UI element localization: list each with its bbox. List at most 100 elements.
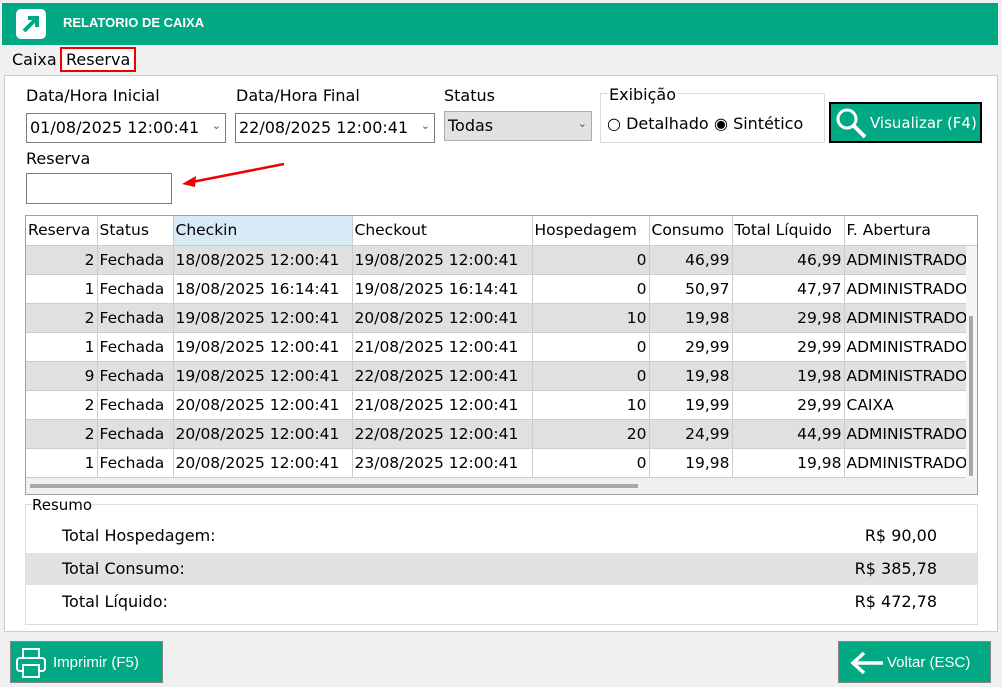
table-row[interactable]: 2 Fechada 19/08/2025 12:00:41 20/08/2025 12… bbox=[26, 303, 977, 333]
table-cell: 24,99 bbox=[649, 419, 733, 449]
table-row[interactable]: 1 Fechada 18/08/2025 16:14:41 19/08/2025 16… bbox=[26, 274, 977, 304]
table-cell: Fechada bbox=[97, 274, 174, 304]
end-date-value: 22/08/2025 12:00:41 bbox=[239, 118, 409, 137]
table-cell: Fechada bbox=[97, 303, 174, 333]
table-cell: ADMINISTRADOR bbox=[844, 332, 977, 362]
table-row[interactable]: 2 Fechada 20/08/2025 12:00:41 22/08/2025 12… bbox=[26, 419, 977, 449]
table-cell: 0 bbox=[532, 332, 650, 362]
table-row[interactable]: 1 Fechada 20/08/2025 12:00:41 23/08/2025 12… bbox=[26, 448, 977, 478]
table-cell: 9 bbox=[26, 361, 98, 391]
resumo-title: Resumo bbox=[32, 496, 93, 514]
column-header[interactable]: Checkin bbox=[173, 216, 353, 246]
horizontal-scrollbar[interactable] bbox=[26, 478, 977, 494]
end-date-label: Data/Hora Final bbox=[236, 86, 360, 105]
printer-icon bbox=[16, 648, 46, 678]
tab-reserva[interactable]: Reserva bbox=[60, 47, 137, 72]
radio-detalhado[interactable]: ○ Detalhado bbox=[607, 114, 709, 133]
column-header[interactable]: Total Líquido bbox=[732, 216, 845, 246]
table-cell: 18/08/2025 12:00:41 bbox=[173, 245, 353, 275]
end-date-picker[interactable]: 22/08/2025 12:00:41 ⌄ bbox=[235, 113, 435, 143]
table-row[interactable]: 1 Fechada 19/08/2025 12:00:41 21/08/2025 12… bbox=[26, 332, 977, 362]
arrow-left-icon bbox=[850, 651, 883, 675]
tab-strip: Caixa Reserva bbox=[2, 45, 998, 75]
table-cell: 18/08/2025 16:14:41 bbox=[173, 274, 353, 304]
table-cell: 20/08/2025 12:00:41 bbox=[173, 448, 353, 478]
table-cell: 2 bbox=[26, 419, 98, 449]
start-date-value: 01/08/2025 12:00:41 bbox=[30, 118, 200, 137]
tab-caixa[interactable]: Caixa bbox=[12, 50, 57, 69]
imprimir-label: Imprimir (F5) bbox=[53, 654, 139, 671]
app-logo-icon bbox=[16, 9, 46, 39]
status-select[interactable]: Todas ⌄ bbox=[444, 111, 592, 141]
imprimir-button[interactable]: Imprimir (F5) bbox=[10, 641, 163, 683]
table-row[interactable]: 9 Fechada 19/08/2025 12:00:41 22/08/2025 12… bbox=[26, 361, 977, 391]
table-cell: Fechada bbox=[97, 361, 174, 391]
table-cell: Fechada bbox=[97, 448, 174, 478]
table-row[interactable]: 2 Fechada 18/08/2025 12:00:41 19/08/2025 12… bbox=[26, 245, 977, 275]
table-cell: 19,98 bbox=[649, 361, 733, 391]
table-cell: 50,97 bbox=[649, 274, 733, 304]
visualizar-button[interactable]: Visualizar (F4) bbox=[829, 102, 982, 143]
start-date-picker[interactable]: 01/08/2025 12:00:41 ⌄ bbox=[26, 113, 226, 143]
radio-sintetico[interactable]: ◉ Sintético bbox=[714, 114, 803, 133]
table-cell: 20 bbox=[532, 419, 650, 449]
red-arrow-annotation bbox=[182, 162, 285, 187]
summary-row: Total Consumo: R$ 385,78 bbox=[26, 553, 977, 585]
table-cell: ADMINISTRADOR bbox=[844, 303, 977, 333]
search-icon bbox=[836, 108, 867, 139]
table-cell: 29,99 bbox=[732, 390, 845, 420]
summary-value: R$ 90,00 bbox=[864, 526, 937, 545]
chevron-down-icon: ⌄ bbox=[420, 119, 430, 132]
table-cell: 1 bbox=[26, 448, 98, 478]
table-cell: Fechada bbox=[97, 419, 174, 449]
exibicao-group bbox=[600, 93, 825, 143]
summary-row: Total Líquido: R$ 472,78 bbox=[26, 586, 977, 618]
vertical-scrollbar[interactable] bbox=[966, 246, 977, 478]
column-header[interactable]: Reserva bbox=[26, 216, 98, 246]
column-header[interactable]: F. Abertura bbox=[844, 216, 977, 246]
table-cell: 19/08/2025 12:00:41 bbox=[352, 245, 533, 275]
scrollbar-thumb[interactable] bbox=[30, 484, 638, 488]
table-cell: 44,99 bbox=[732, 419, 845, 449]
reserva-label: Reserva bbox=[26, 149, 91, 168]
table-cell: ADMINISTRADOR bbox=[844, 419, 977, 449]
summary-label: Total Líquido: bbox=[62, 592, 168, 611]
table-cell: 22/08/2025 12:00:41 bbox=[352, 419, 533, 449]
chevron-down-icon: ⌄ bbox=[577, 117, 587, 130]
summary-row: Total Hospedagem: R$ 90,00 bbox=[26, 520, 977, 552]
table-cell: 19/08/2025 12:00:41 bbox=[173, 361, 353, 391]
summary-label: Total Hospedagem: bbox=[62, 526, 216, 545]
title-bar bbox=[2, 3, 998, 45]
exibicao-label: Exibição bbox=[608, 85, 678, 104]
summary-label: Total Consumo: bbox=[62, 559, 185, 578]
scrollbar-thumb[interactable] bbox=[969, 316, 973, 476]
table-cell: 19/08/2025 12:00:41 bbox=[173, 303, 353, 333]
table-cell: 19,99 bbox=[649, 390, 733, 420]
voltar-button[interactable]: Voltar (ESC) bbox=[838, 641, 991, 683]
summary-value: R$ 385,78 bbox=[854, 559, 937, 578]
radio-sintetico-label: Sintético bbox=[733, 114, 804, 133]
table-cell: 1 bbox=[26, 332, 98, 362]
radio-detalhado-label: Detalhado bbox=[626, 114, 709, 133]
table-cell: 19,98 bbox=[649, 448, 733, 478]
table-cell: 29,98 bbox=[732, 303, 845, 333]
table-cell: 20/08/2025 12:00:41 bbox=[173, 390, 353, 420]
table-cell: 21/08/2025 12:00:41 bbox=[352, 332, 533, 362]
table-cell: 29,99 bbox=[649, 332, 733, 362]
table-cell: Fechada bbox=[97, 332, 174, 362]
window-title: RELATORIO DE CAIXA bbox=[63, 15, 205, 30]
table-cell: ADMINISTRADOR bbox=[844, 361, 977, 391]
radio-unchecked-icon: ○ bbox=[607, 114, 621, 133]
table-cell: 20/08/2025 12:00:41 bbox=[352, 303, 533, 333]
table-cell: 46,99 bbox=[732, 245, 845, 275]
table-cell: 20/08/2025 12:00:41 bbox=[173, 419, 353, 449]
column-header[interactable]: Status bbox=[97, 216, 174, 246]
table-row[interactable]: 2 Fechada 20/08/2025 12:00:41 21/08/2025 12… bbox=[26, 390, 977, 420]
table-cell: ADMINISTRADOR bbox=[844, 274, 977, 304]
visualizar-label: Visualizar (F4) bbox=[870, 114, 977, 132]
table-cell: 22/08/2025 12:00:41 bbox=[352, 361, 533, 391]
reserva-input[interactable] bbox=[26, 173, 172, 204]
column-header[interactable]: Consumo bbox=[649, 216, 733, 246]
column-header[interactable]: Checkout bbox=[352, 216, 533, 246]
column-header[interactable]: Hospedagem bbox=[532, 216, 650, 246]
